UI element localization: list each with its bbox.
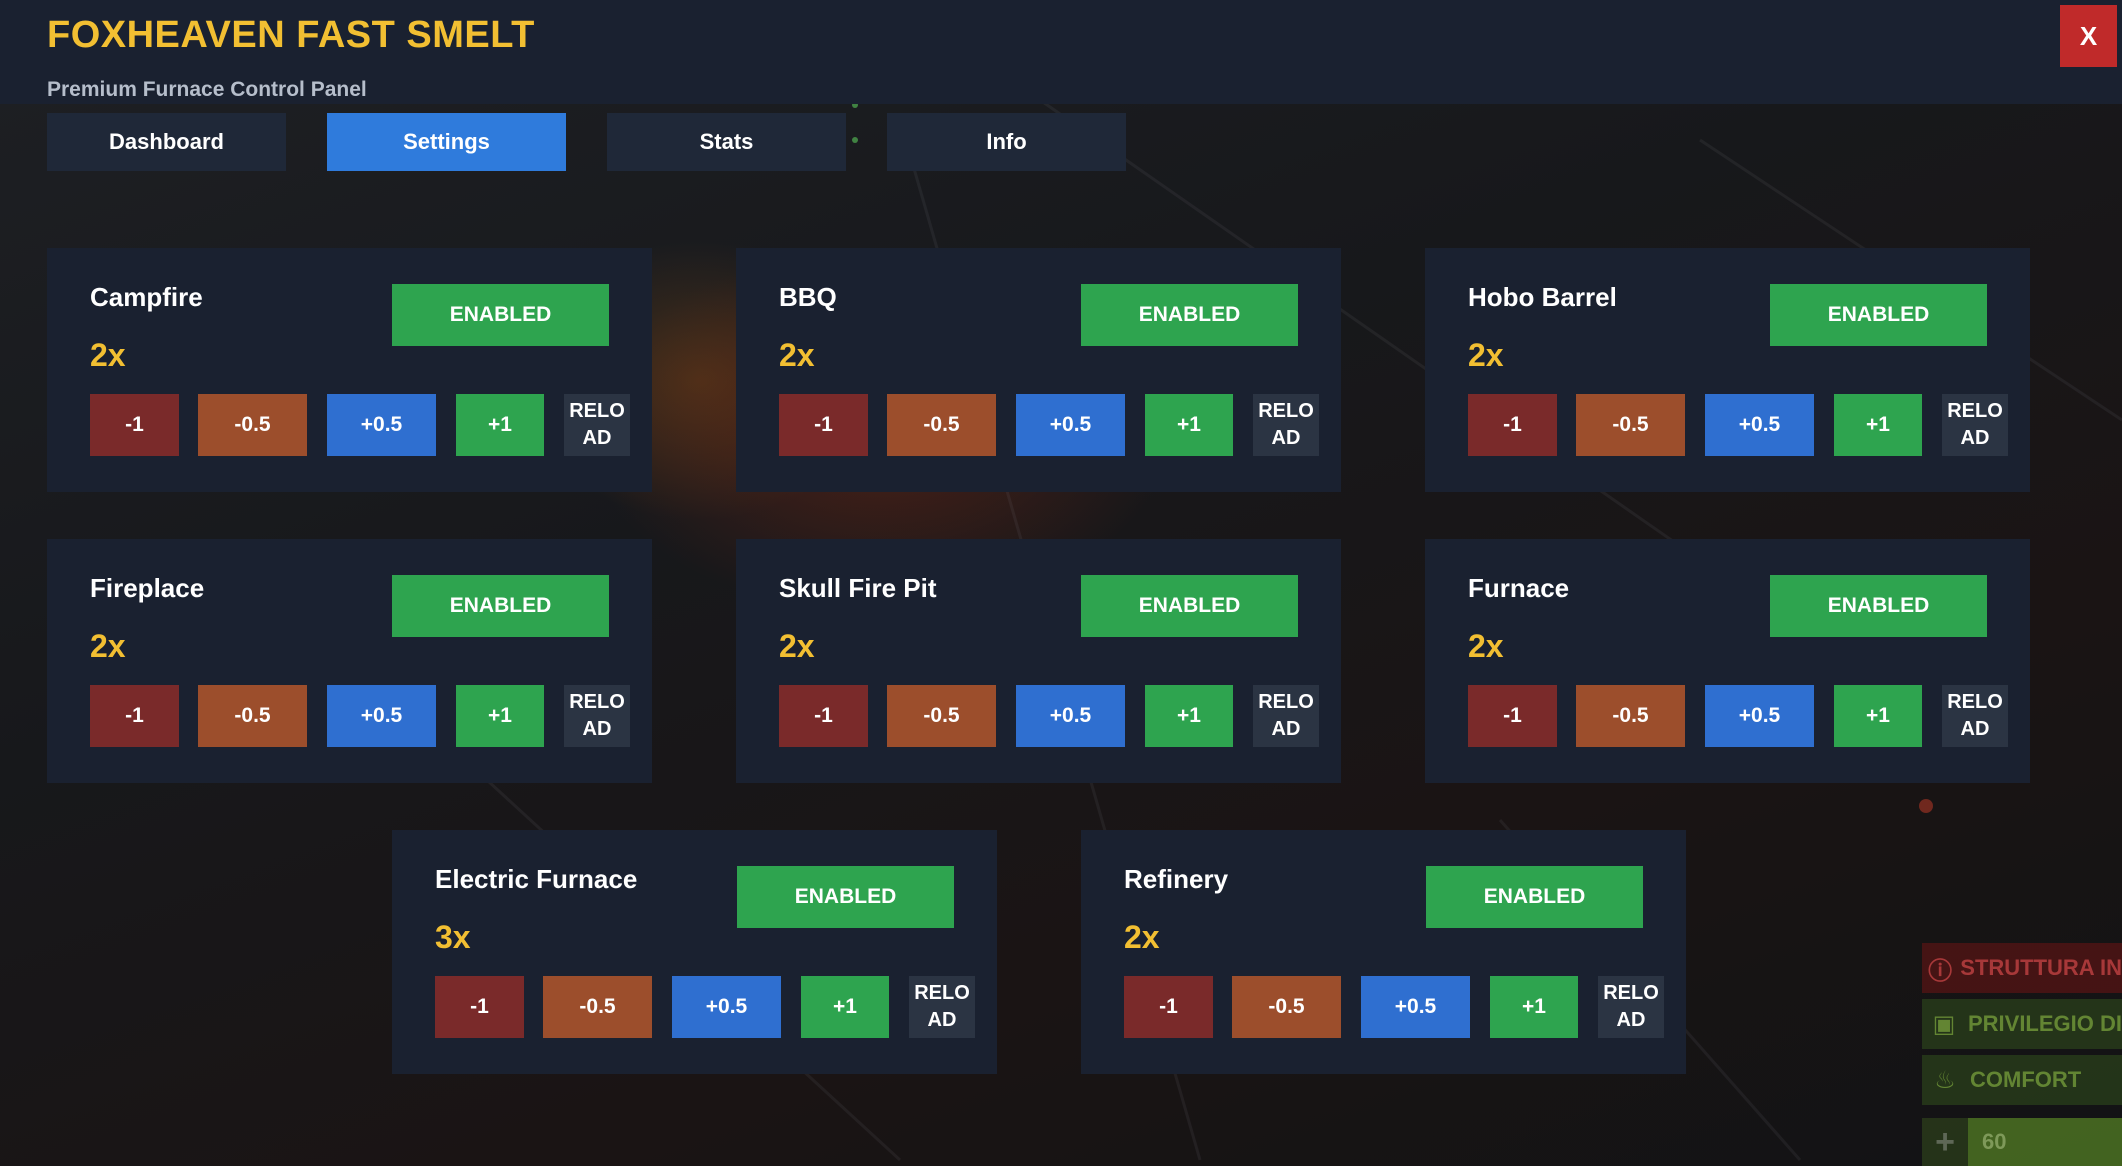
furnace-name: Fireplace (90, 573, 205, 603)
decrease-1-button[interactable]: -1 (1468, 685, 1557, 747)
increase-half-button[interactable]: +0.5 (672, 976, 781, 1038)
enabled-toggle[interactable]: ENABLED (1770, 284, 1987, 346)
increase-half-button[interactable]: +0.5 (327, 685, 436, 747)
reload-button[interactable]: RELOAD (1253, 394, 1319, 456)
furnace-multiplier: 2x (90, 628, 126, 664)
reload-button[interactable]: RELOAD (1942, 394, 2008, 456)
enabled-toggle[interactable]: ENABLED (1081, 575, 1298, 637)
increase-1-button[interactable]: +1 (1490, 976, 1578, 1038)
reload-button[interactable]: RELOAD (909, 976, 975, 1038)
hud-label: PRIVILEGIO DI (1967, 1011, 2122, 1036)
furnace-name: Refinery (1124, 864, 1229, 894)
increase-1-button[interactable]: +1 (456, 685, 544, 747)
enabled-toggle[interactable]: ENABLED (737, 866, 954, 928)
increase-half-button[interactable]: +0.5 (1705, 394, 1814, 456)
furnace-multiplier: 2x (90, 337, 126, 373)
decrease-half-button[interactable]: -0.5 (543, 976, 652, 1038)
furnace-card-skull-fire-pit: Skull Fire Pit 2x ENABLED -1 -0.5 +0.5 +… (736, 539, 1341, 783)
furnace-multiplier: 2x (1124, 919, 1160, 955)
increase-1-button[interactable]: +1 (1834, 685, 1922, 747)
panel-subtitle: Premium Furnace Control Panel (47, 78, 367, 101)
health-value: 60 (1968, 1118, 2122, 1166)
increase-half-button[interactable]: +0.5 (1016, 394, 1125, 456)
decrease-1-button[interactable]: -1 (779, 685, 868, 747)
decrease-half-button[interactable]: -0.5 (1576, 685, 1685, 747)
furnace-multiplier: 2x (1468, 628, 1504, 664)
furnace-name: Electric Furnace (435, 864, 638, 894)
enabled-toggle[interactable]: ENABLED (1770, 575, 1987, 637)
decrease-1-button[interactable]: -1 (90, 685, 179, 747)
furnace-multiplier: 2x (1468, 337, 1504, 373)
reload-button[interactable]: RELOAD (1598, 976, 1664, 1038)
furnace-multiplier: 2x (779, 628, 815, 664)
decrease-half-button[interactable]: -0.5 (1576, 394, 1685, 456)
health-plus-icon: + (1935, 1122, 1955, 1161)
furnace-multiplier: 3x (435, 919, 471, 955)
furnace-name: BBQ (779, 282, 837, 312)
reload-button[interactable]: RELOAD (1942, 685, 2008, 747)
increase-1-button[interactable]: +1 (801, 976, 889, 1038)
enabled-toggle[interactable]: ENABLED (392, 575, 609, 637)
decrease-1-button[interactable]: -1 (1468, 394, 1557, 456)
hud-building-blocked: ⓘ STRUTTURA IN (1922, 943, 2122, 993)
decrease-1-button[interactable]: -1 (779, 394, 868, 456)
increase-1-button[interactable]: +1 (1145, 394, 1233, 456)
hud-label: COMFORT (1970, 1067, 2082, 1092)
reload-button[interactable]: RELOAD (1253, 685, 1319, 747)
reload-button[interactable]: RELOAD (564, 394, 630, 456)
decrease-1-button[interactable]: -1 (435, 976, 524, 1038)
decrease-half-button[interactable]: -0.5 (198, 394, 307, 456)
hud-building-privilege: ▣ PRIVILEGIO DI (1922, 999, 2122, 1049)
flame-icon: ♨ (1934, 1066, 1956, 1094)
furnace-name: Hobo Barrel (1468, 282, 1617, 312)
decrease-half-button[interactable]: -0.5 (198, 685, 307, 747)
furnace-card-campfire: Campfire 2x ENABLED -1 -0.5 +0.5 +1 RELO… (47, 248, 652, 492)
furnace-card-electric-furnace: Electric Furnace 3x ENABLED -1 -0.5 +0.5… (392, 830, 997, 1074)
enabled-toggle[interactable]: ENABLED (392, 284, 609, 346)
furnace-name: Furnace (1468, 573, 1570, 603)
cube-icon: ▣ (1932, 1010, 1956, 1038)
enabled-toggle[interactable]: ENABLED (1081, 284, 1298, 346)
hud-label: STRUTTURA IN (1960, 955, 2122, 980)
tab-dashboard[interactable]: Dashboard (47, 113, 286, 171)
hud-health-bar: + 60 (1922, 1118, 2122, 1166)
furnace-multiplier: 2x (779, 337, 815, 373)
tab-settings[interactable]: Settings (327, 113, 566, 171)
furnace-name: Campfire (90, 282, 203, 312)
panel-title: FOXHEAVEN FAST SMELT (47, 14, 535, 56)
furnace-card-hobo-barrel: Hobo Barrel 2x ENABLED -1 -0.5 +0.5 +1 R… (1425, 248, 2030, 492)
decrease-half-button[interactable]: -0.5 (887, 394, 996, 456)
decrease-1-button[interactable]: -1 (1124, 976, 1213, 1038)
warning-icon: ⓘ (1928, 957, 1953, 985)
increase-1-button[interactable]: +1 (1834, 394, 1922, 456)
panel-header: FOXHEAVEN FAST SMELT Premium Furnace Con… (0, 0, 2122, 104)
increase-half-button[interactable]: +0.5 (1705, 685, 1814, 747)
enabled-toggle[interactable]: ENABLED (1426, 866, 1643, 928)
furnace-card-bbq: BBQ 2x ENABLED -1 -0.5 +0.5 +1 RELOAD (736, 248, 1341, 492)
increase-half-button[interactable]: +0.5 (327, 394, 436, 456)
decrease-half-button[interactable]: -0.5 (1232, 976, 1341, 1038)
furnace-card-fireplace: Fireplace 2x ENABLED -1 -0.5 +0.5 +1 REL… (47, 539, 652, 783)
tab-info[interactable]: Info (887, 113, 1126, 171)
furnace-card-furnace: Furnace 2x ENABLED -1 -0.5 +0.5 +1 RELOA… (1425, 539, 2030, 783)
hud-comfort: ♨ COMFORT (1922, 1055, 2122, 1105)
close-button[interactable]: X (2060, 5, 2117, 67)
increase-half-button[interactable]: +0.5 (1361, 976, 1470, 1038)
increase-1-button[interactable]: +1 (1145, 685, 1233, 747)
decrease-1-button[interactable]: -1 (90, 394, 179, 456)
increase-1-button[interactable]: +1 (456, 394, 544, 456)
tab-stats[interactable]: Stats (607, 113, 846, 171)
decrease-half-button[interactable]: -0.5 (887, 685, 996, 747)
reload-button[interactable]: RELOAD (564, 685, 630, 747)
increase-half-button[interactable]: +0.5 (1016, 685, 1125, 747)
furnace-name: Skull Fire Pit (779, 573, 937, 603)
furnace-card-refinery: Refinery 2x ENABLED -1 -0.5 +0.5 +1 RELO… (1081, 830, 1686, 1074)
